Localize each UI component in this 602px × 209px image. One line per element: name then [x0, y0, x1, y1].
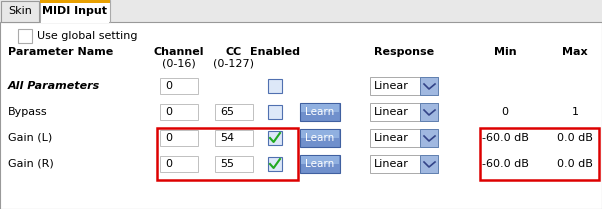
- Text: Linear: Linear: [374, 159, 409, 169]
- Text: Linear: Linear: [374, 133, 409, 143]
- Bar: [160, 130, 198, 146]
- Bar: [300, 155, 340, 173]
- Text: 0: 0: [501, 107, 509, 117]
- Text: 54: 54: [220, 133, 234, 143]
- Text: Learn: Learn: [305, 107, 335, 117]
- Text: Gain (L): Gain (L): [8, 133, 52, 143]
- Text: 0.0 dB: 0.0 dB: [557, 133, 593, 143]
- Bar: [370, 155, 438, 173]
- Text: 0: 0: [165, 81, 172, 91]
- Text: 0.0 dB: 0.0 dB: [557, 159, 593, 169]
- Text: MIDI Input: MIDI Input: [43, 6, 108, 16]
- Text: -60.0 dB: -60.0 dB: [482, 159, 529, 169]
- Bar: [40, 0, 110, 22]
- Bar: [268, 131, 282, 145]
- Text: CC: CC: [226, 47, 242, 57]
- Text: Linear: Linear: [374, 81, 409, 91]
- Text: 0: 0: [165, 133, 172, 143]
- Bar: [215, 156, 253, 172]
- Bar: [41, 21, 109, 23]
- Bar: [268, 79, 282, 93]
- Bar: [160, 156, 198, 172]
- Bar: [215, 130, 253, 146]
- Bar: [0, 0, 602, 22]
- Bar: [18, 29, 32, 43]
- Text: Learn: Learn: [305, 159, 335, 169]
- Bar: [268, 157, 282, 171]
- Text: Parameter Name: Parameter Name: [8, 47, 113, 57]
- Bar: [40, 0, 110, 3]
- Text: -60.0 dB: -60.0 dB: [482, 133, 529, 143]
- Bar: [420, 155, 438, 173]
- Bar: [301, 156, 339, 164]
- Bar: [370, 77, 438, 95]
- Text: Enabled: Enabled: [250, 47, 300, 57]
- Bar: [0, 22, 602, 209]
- Text: All Parameters: All Parameters: [8, 81, 101, 91]
- Bar: [300, 129, 340, 147]
- Text: 0: 0: [165, 107, 172, 117]
- Bar: [420, 77, 438, 95]
- Text: Gain (R): Gain (R): [8, 159, 54, 169]
- Text: 55: 55: [220, 159, 234, 169]
- Text: Learn: Learn: [305, 133, 335, 143]
- Text: Skin: Skin: [8, 6, 32, 16]
- Text: Bypass: Bypass: [8, 107, 48, 117]
- Bar: [420, 129, 438, 147]
- Bar: [268, 105, 282, 119]
- Bar: [1, 1, 39, 22]
- Text: (0-16): (0-16): [162, 58, 196, 68]
- Text: (0-127): (0-127): [214, 58, 255, 68]
- Bar: [160, 78, 198, 94]
- Bar: [370, 129, 438, 147]
- Text: Response: Response: [374, 47, 434, 57]
- Bar: [157, 128, 298, 180]
- Text: Min: Min: [494, 47, 517, 57]
- Bar: [301, 130, 339, 138]
- Bar: [301, 104, 339, 112]
- Text: 1: 1: [571, 107, 579, 117]
- Bar: [370, 103, 438, 121]
- Bar: [160, 104, 198, 120]
- Text: Linear: Linear: [374, 107, 409, 117]
- Bar: [215, 104, 253, 120]
- Text: Channel: Channel: [154, 47, 204, 57]
- Bar: [480, 128, 599, 180]
- Text: Max: Max: [562, 47, 588, 57]
- Bar: [300, 103, 340, 121]
- Bar: [420, 103, 438, 121]
- Text: 65: 65: [220, 107, 234, 117]
- Text: Use global setting: Use global setting: [37, 31, 137, 41]
- Text: 0: 0: [165, 159, 172, 169]
